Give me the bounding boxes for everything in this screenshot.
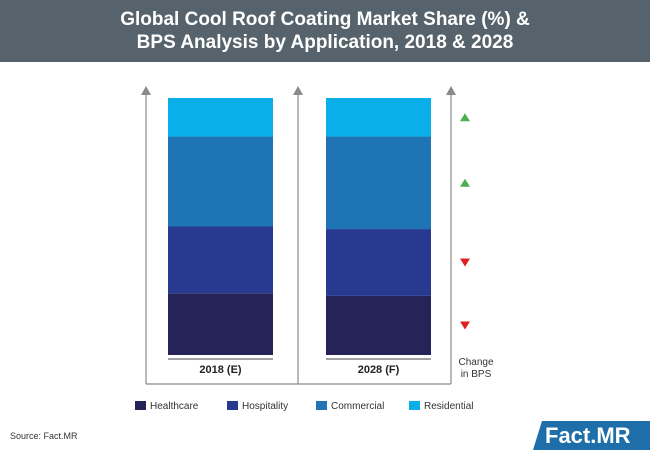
- bps-change-label: Change: [458, 357, 493, 368]
- x-tick-label: 2028 (F): [358, 364, 400, 376]
- bar-2018-hospitality: [168, 226, 273, 294]
- center-arrow: [293, 86, 303, 95]
- bar-2028-hospitality: [326, 229, 431, 296]
- chart-title-line-1: Global Cool Roof Coating Market Share (%…: [120, 9, 530, 30]
- bps-down-healthcare-icon: [460, 321, 470, 330]
- bps-down-hospitality-icon: [460, 258, 470, 267]
- bar-2018-healthcare: [168, 293, 273, 355]
- legend-label-healthcare: Healthcare: [150, 401, 199, 412]
- source-note: Source: Fact.MR: [10, 431, 78, 441]
- bar-2028-residential: [326, 98, 431, 137]
- right-axis-arrow: [446, 86, 456, 95]
- legend-swatch-healthcare: [135, 401, 146, 410]
- factmr-logo: Fact.MR: [533, 421, 650, 450]
- bps-change-label: in BPS: [461, 369, 492, 380]
- legend-label-commercial: Commercial: [331, 401, 384, 412]
- legend-label-residential: Residential: [424, 401, 473, 412]
- legend-label-hospitality: Hospitality: [242, 401, 288, 412]
- bar-2028-commercial: [326, 136, 431, 230]
- bar-2028-healthcare: [326, 295, 431, 355]
- bar-2018-residential: [168, 98, 273, 137]
- legend-swatch-hospitality: [227, 401, 238, 410]
- legend-swatch-commercial: [316, 401, 327, 410]
- bps-up-residential-icon: [460, 113, 470, 122]
- bar-2018-commercial: [168, 136, 273, 227]
- chart-title-line-2: BPS Analysis by Application, 2018 & 2028: [136, 32, 514, 53]
- x-tick-label: 2018 (E): [199, 364, 242, 376]
- left-axis-arrow: [141, 86, 151, 95]
- legend-swatch-residential: [409, 401, 420, 410]
- title-bar: Global Cool Roof Coating Market Share (%…: [0, 0, 650, 62]
- bps-up-commercial-icon: [460, 178, 470, 187]
